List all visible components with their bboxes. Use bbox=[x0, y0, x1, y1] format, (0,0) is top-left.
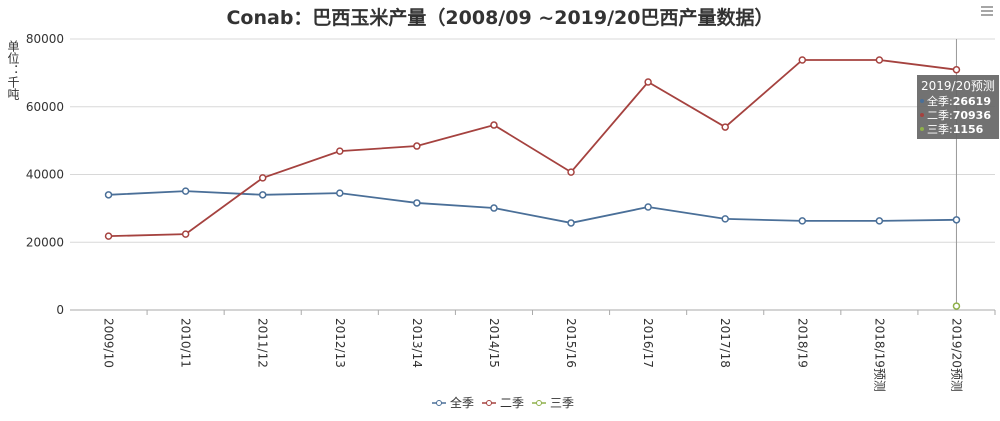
legend-marker bbox=[436, 400, 442, 406]
tooltip-title: 2019/20预测 bbox=[921, 79, 995, 93]
data-point bbox=[104, 191, 113, 199]
tooltip-marker bbox=[920, 99, 924, 103]
data-point bbox=[721, 215, 729, 223]
x-tick-label: 2013/14 bbox=[410, 318, 424, 368]
x-tick-label: 2015/16 bbox=[564, 318, 578, 368]
legend-item[interactable]: 三季 bbox=[532, 396, 574, 410]
y-tick-label: 60000 bbox=[26, 100, 64, 114]
tooltip-row: 二季:70936 bbox=[927, 109, 991, 122]
data-point bbox=[490, 204, 498, 212]
data-point bbox=[413, 142, 421, 150]
tooltip-name: 全季 bbox=[927, 94, 949, 108]
tooltip-name: 三季 bbox=[927, 123, 949, 136]
y-tick-label: 80000 bbox=[26, 32, 64, 46]
tooltip-row: 三季:1156 bbox=[927, 123, 984, 136]
y-tick-label: 0 bbox=[56, 303, 64, 317]
tooltip-row: 全季:26619 bbox=[927, 94, 991, 108]
series-line bbox=[108, 59, 957, 238]
tooltip-marker bbox=[920, 127, 924, 131]
data-point bbox=[104, 232, 113, 240]
data-point bbox=[336, 189, 344, 197]
x-tick-label: 2011/12 bbox=[256, 318, 270, 368]
tooltip-value: 26619 bbox=[953, 95, 991, 108]
data-point bbox=[875, 56, 884, 64]
data-point bbox=[798, 56, 807, 64]
x-tick-label: 2009/10 bbox=[102, 318, 116, 368]
x-tick-label: 2018/19 bbox=[795, 318, 809, 368]
y-tick-label: 20000 bbox=[26, 235, 64, 249]
legend-item[interactable]: 全季 bbox=[432, 395, 474, 410]
data-point bbox=[181, 187, 190, 195]
tooltip-value: 1156 bbox=[953, 123, 984, 136]
data-point bbox=[798, 217, 807, 225]
tooltip-box bbox=[917, 75, 999, 139]
legend-marker bbox=[486, 400, 492, 406]
data-point bbox=[490, 121, 498, 129]
x-tick-label: 2016/17 bbox=[641, 318, 655, 368]
legend-marker bbox=[536, 400, 542, 406]
data-point bbox=[875, 217, 884, 225]
legend-label: 三季 bbox=[550, 396, 574, 410]
data-point bbox=[336, 147, 344, 155]
y-tick-label: 40000 bbox=[26, 168, 64, 182]
legend-item[interactable]: 二季 bbox=[482, 396, 524, 410]
y-axis-label: 单位：千吨 bbox=[6, 40, 20, 100]
x-tick-label: 2017/18 bbox=[718, 318, 732, 368]
legend-label: 全季 bbox=[450, 395, 474, 410]
data-point bbox=[258, 174, 267, 182]
x-tick-label: 2019/20预测 bbox=[949, 318, 963, 392]
data-point bbox=[181, 230, 190, 238]
legend-label: 二季 bbox=[500, 396, 524, 410]
tooltip-name: 二季 bbox=[927, 109, 949, 122]
series-line bbox=[108, 190, 957, 224]
menu-icon[interactable] bbox=[981, 6, 993, 16]
data-point bbox=[567, 168, 575, 176]
data-point bbox=[952, 216, 961, 224]
data-point bbox=[721, 123, 729, 131]
data-point bbox=[644, 78, 652, 86]
x-tick-label: 2012/13 bbox=[333, 318, 347, 368]
chart-title: Conab：巴西玉米产量（2008/09 ~2019/20巴西产量数据） bbox=[226, 6, 773, 29]
tooltip-marker bbox=[920, 113, 924, 117]
x-tick-label: 2018/19预测 bbox=[872, 318, 886, 392]
data-point bbox=[952, 302, 961, 310]
data-point bbox=[413, 199, 421, 207]
data-point bbox=[258, 191, 267, 199]
data-point bbox=[567, 219, 575, 227]
x-tick-label: 2014/15 bbox=[487, 318, 501, 368]
data-point bbox=[952, 65, 961, 74]
data-point bbox=[644, 203, 652, 211]
tooltip-value: 70936 bbox=[953, 109, 992, 122]
x-tick-label: 2010/11 bbox=[179, 318, 193, 368]
